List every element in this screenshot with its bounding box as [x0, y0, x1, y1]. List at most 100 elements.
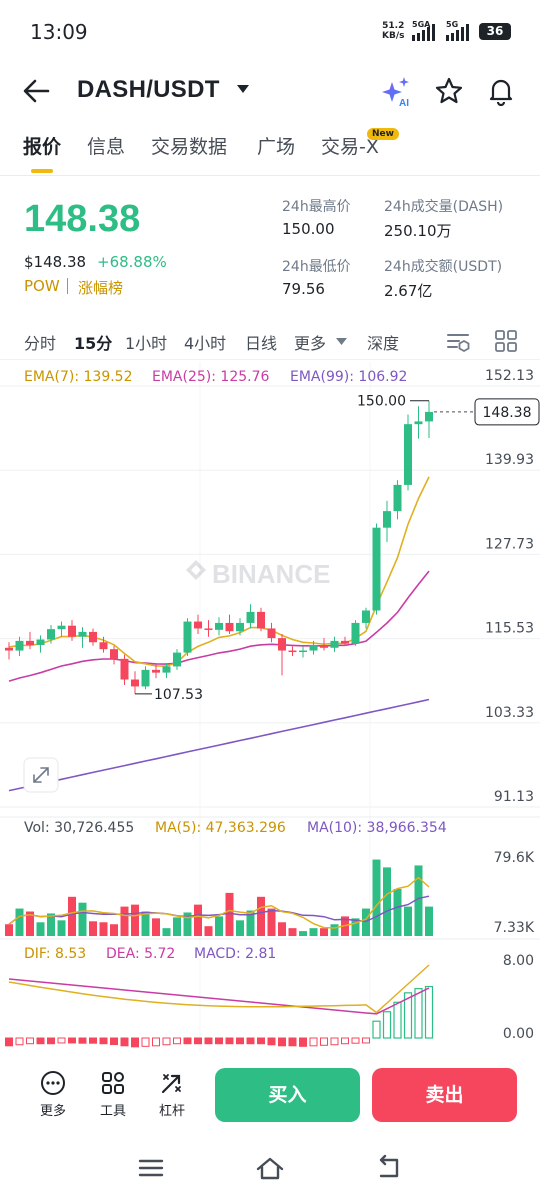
volume-bar [404, 906, 412, 936]
candle-body [68, 625, 76, 637]
caret-down-icon[interactable] [336, 338, 347, 345]
dif-line [8, 964, 430, 1014]
vol-label: Vol: 30,726.455 [24, 820, 135, 836]
interval-more[interactable]: 更多 [294, 334, 327, 353]
candle-body [320, 645, 328, 648]
kline-chart[interactable]: 152.13 139.93 127.73 115.53 103.33 91.13 BINAN… [0, 362, 540, 1052]
interval-1d[interactable]: 日线 [245, 334, 278, 353]
macd-hist-bar [246, 1037, 255, 1045]
price-tick-label: 139.93 [485, 452, 534, 468]
menu-icon[interactable] [136, 1154, 166, 1182]
macd-hist-bar [152, 1037, 160, 1047]
volume-bar [131, 904, 139, 936]
candle-body [225, 622, 234, 632]
macd-hist-bar [15, 1037, 24, 1046]
ai-sparkle-icon[interactable]: AI [380, 74, 416, 110]
volume-bar [215, 916, 223, 936]
macd-hist-bar [267, 1037, 276, 1046]
star-icon[interactable] [434, 76, 464, 106]
candle-body [36, 639, 45, 646]
volume-bar [99, 922, 108, 936]
ma5-label: MA(5): 47,363.296 [155, 820, 286, 836]
volume-bar [309, 928, 318, 936]
more-dots-icon [41, 1071, 65, 1095]
macd-hist-bar [89, 1037, 97, 1044]
turnover-value: 2.67亿 [384, 282, 433, 300]
candle-body [47, 629, 55, 640]
tab-info[interactable]: 信息 [87, 136, 126, 158]
candle-body [246, 611, 255, 623]
interval-selector: 分时 15分 1小时 4小时 日线 更多 深度 [0, 324, 540, 360]
buy-button[interactable]: 买入 [215, 1068, 360, 1122]
tools-label: 工具 [99, 1104, 126, 1119]
volume-bar [246, 910, 255, 936]
macd-hist-bar [424, 985, 434, 1039]
price-change: +68.88% [97, 253, 167, 271]
network-speed: 51.2 KB/s [382, 21, 405, 41]
volume-bar [236, 920, 244, 936]
macd-hist-bar [341, 1037, 349, 1045]
volume-bar [141, 911, 150, 936]
sell-button[interactable]: 卖出 [372, 1068, 517, 1122]
volume-bar [288, 928, 297, 936]
volume-bar [225, 892, 234, 936]
macd-hist-bar [372, 1020, 381, 1039]
volume-bar [89, 921, 97, 936]
macd-hist-bar [78, 1037, 87, 1044]
candle-body [267, 628, 276, 639]
macd-hist-bar [299, 1037, 307, 1047]
page-tabs: 报价 信息 交易数据 广场 交易-X New [0, 120, 540, 176]
header: DASH/USDT AI [0, 64, 540, 120]
expand-arrows [33, 767, 49, 783]
bell-icon[interactable] [486, 76, 516, 106]
tools-button[interactable]: 工具 [93, 1070, 133, 1119]
tab-trade-data[interactable]: 交易数据 [151, 136, 228, 158]
volume-bar [152, 918, 160, 936]
tab-trade-x[interactable]: 交易-X [321, 136, 379, 158]
low-label: 24h最低价 [282, 259, 351, 275]
tag-gainers[interactable]: 涨幅榜 [78, 279, 124, 297]
caret-down-icon[interactable] [236, 84, 250, 94]
grid-layout-icon[interactable] [493, 328, 519, 354]
macd-hist-bar [403, 992, 413, 1039]
macd-hist-bar [215, 1037, 223, 1045]
vol-ma5-line [8, 876, 430, 929]
volume-bar [162, 928, 171, 936]
pair-title[interactable]: DASH/USDT [77, 76, 220, 103]
tag-pow[interactable]: POW [24, 277, 60, 295]
volume-bar [47, 913, 55, 936]
interval-4h[interactable]: 4小时 [184, 334, 227, 353]
macd-hist-bar [414, 988, 423, 1039]
candle-body [215, 622, 223, 630]
volume-bar [299, 931, 307, 936]
home-icon[interactable] [255, 1154, 285, 1182]
volume-bar [320, 928, 328, 936]
back-icon[interactable] [375, 1154, 405, 1182]
price-tick-label: 115.53 [485, 621, 534, 637]
tab-quote[interactable]: 报价 [23, 136, 62, 158]
interval-depth[interactable]: 深度 [367, 334, 400, 353]
more-button[interactable]: 更多 [33, 1070, 73, 1119]
macd-hist-bar [36, 1037, 45, 1045]
indicator-settings-icon[interactable] [445, 328, 471, 354]
interval-timeline[interactable]: 分时 [24, 334, 57, 353]
tools-grid-icon [102, 1072, 124, 1094]
macd-hist-bar [120, 1037, 129, 1047]
candle-body [257, 611, 265, 629]
interval-15m[interactable]: 15分 [74, 334, 113, 353]
macd-hist-bar [278, 1037, 286, 1047]
leverage-button[interactable]: 杠杆 [152, 1070, 192, 1119]
candle-body [393, 484, 402, 512]
volume-bar [204, 926, 213, 936]
last-price-label: 148.38 [483, 405, 532, 421]
volume-bar [278, 922, 286, 936]
candle-body [341, 640, 349, 644]
ema99-line [8, 698, 430, 792]
macd-hist-bar [320, 1037, 328, 1046]
volume-bar [351, 918, 360, 936]
tab-square[interactable]: 广场 [257, 136, 296, 158]
interval-1h[interactable]: 1小时 [125, 334, 168, 353]
price-tick-label: 91.13 [494, 789, 534, 805]
signal-sim2-icon: 5G [446, 20, 469, 41]
back-arrow-icon[interactable] [22, 78, 52, 104]
